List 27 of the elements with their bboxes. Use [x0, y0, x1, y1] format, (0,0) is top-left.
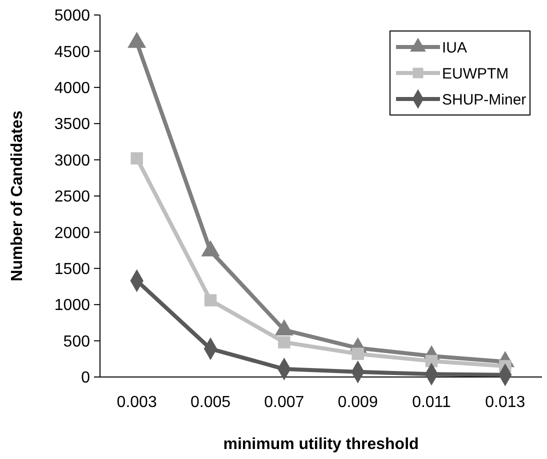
y-tick-label: 5000	[54, 8, 90, 25]
legend-label: SHUP-Miner	[442, 91, 526, 108]
point	[278, 336, 290, 348]
y-tick-label: 0	[81, 370, 90, 387]
x-tick-label: 0.005	[190, 394, 231, 411]
x-tick-label: 0.009	[338, 394, 378, 411]
y-tick-label: 4500	[54, 44, 90, 61]
point	[204, 294, 217, 306]
x-tick-label: 0.007	[264, 394, 304, 411]
x-tick-label: 0.011	[412, 394, 452, 411]
legend-label: EUWPTM	[442, 65, 509, 82]
x-tick-label: 0.013	[485, 394, 526, 411]
y-tick-label: 3500	[54, 116, 90, 134]
legend-label: IUA	[442, 39, 468, 56]
y-tick-label: 4000	[54, 80, 90, 97]
point	[352, 348, 364, 360]
x-tick-label: 0.003	[116, 394, 157, 411]
y-tick-label: 2500	[54, 188, 90, 206]
x-axis-title: minimum utility threshold	[223, 436, 419, 453]
y-axis-title: Number of Candidates	[9, 110, 26, 282]
y-tick-label: 3000	[54, 152, 90, 170]
y-tick-label: 1500	[54, 261, 90, 278]
y-tick-label: 500	[63, 333, 90, 350]
point	[130, 152, 143, 164]
y-tick-label: 1000	[54, 297, 90, 314]
point	[128, 32, 146, 48]
y-tick-label: 2000	[54, 224, 90, 242]
